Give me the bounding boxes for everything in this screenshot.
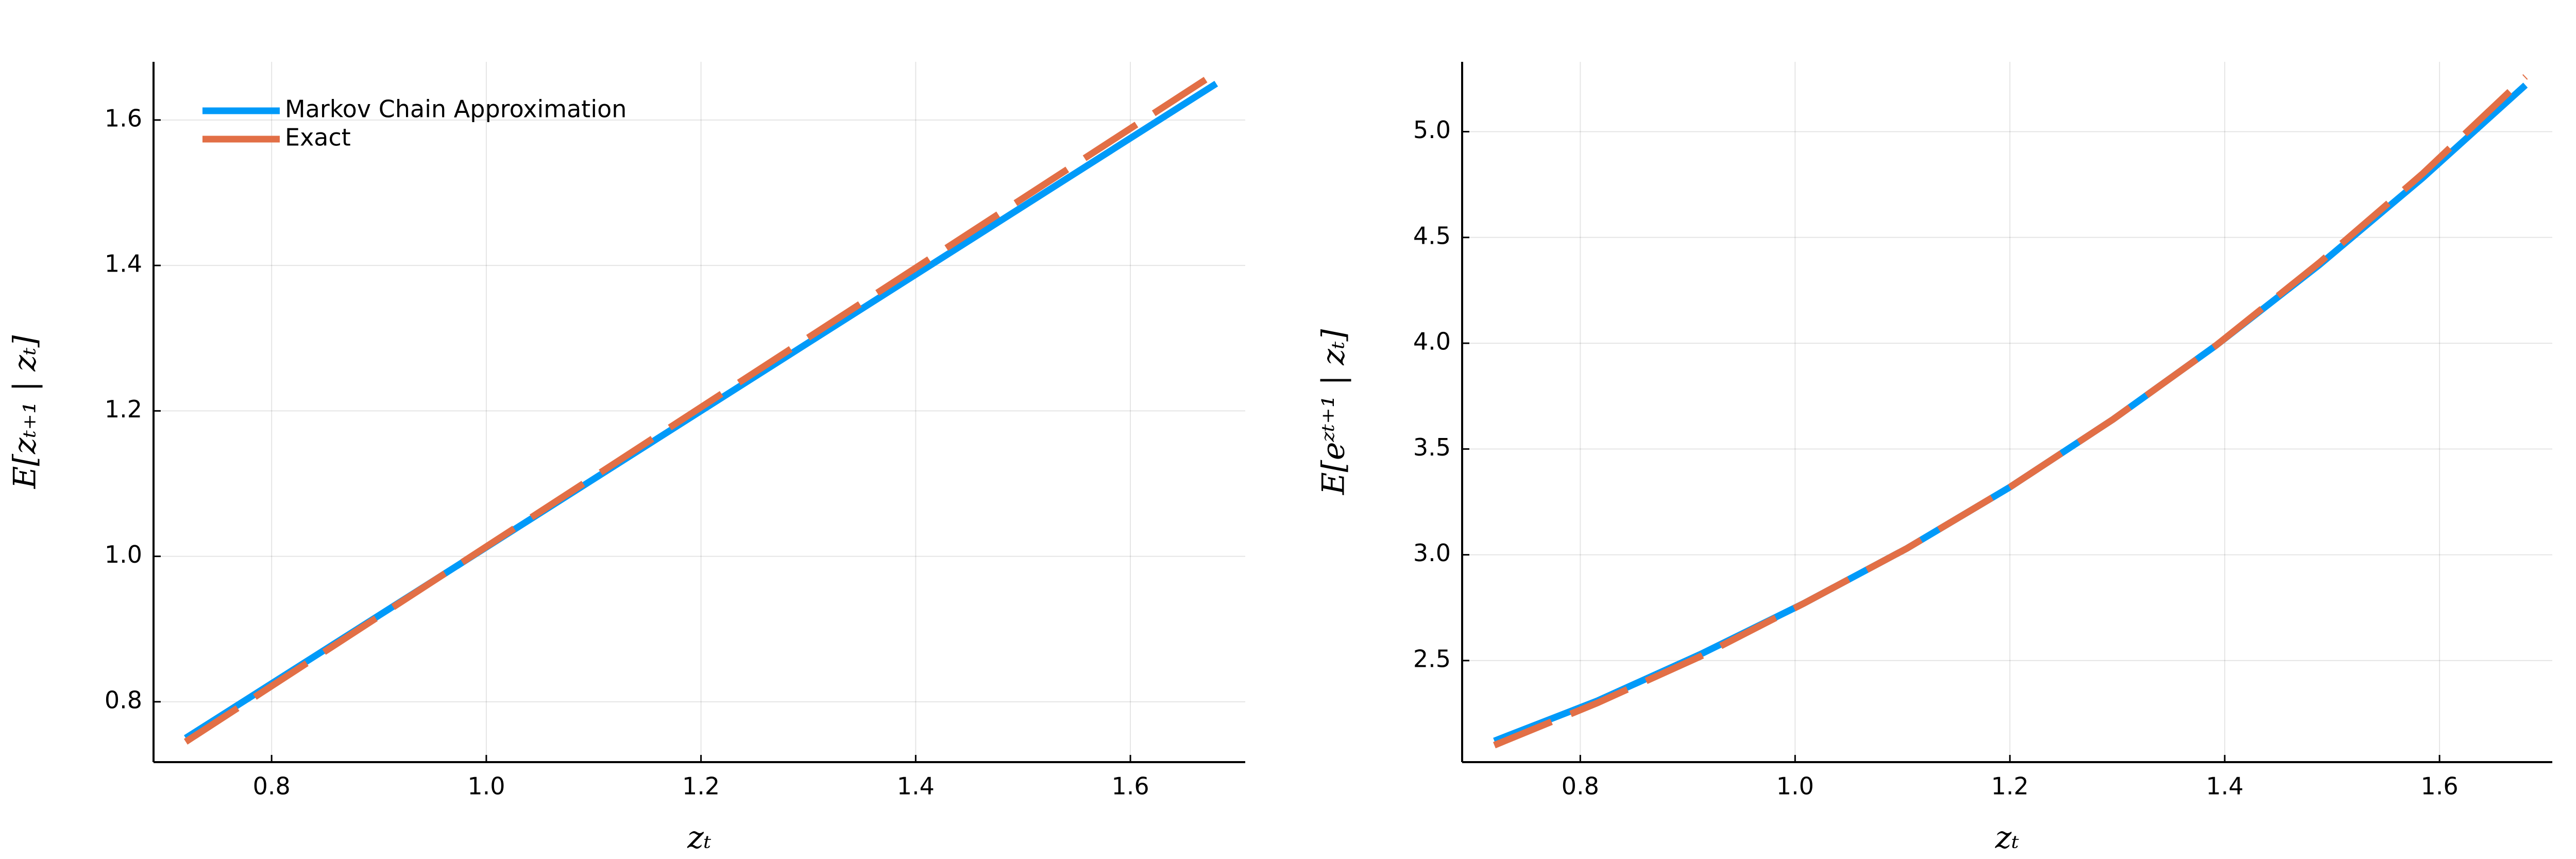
legend-label: Exact xyxy=(285,124,351,151)
x-tick-label: 1.2 xyxy=(1991,772,2029,800)
data-line xyxy=(1493,74,2528,749)
y-axis-label: E[zₜ₊₁ | zₜ] xyxy=(7,335,43,489)
x-tick-label: 0.8 xyxy=(1562,772,1599,800)
y-axis-label: E[eᶻᵗ⁺¹ | zₜ] xyxy=(1316,329,1352,495)
y-tick-label: 2.5 xyxy=(1413,645,1451,672)
x-tick-label: 1.4 xyxy=(897,772,935,800)
y-tick-label: 1.2 xyxy=(105,395,142,423)
x-tick-label: 1.2 xyxy=(682,772,720,800)
y-tick-label: 4.5 xyxy=(1413,222,1451,249)
y-tick-label: 5.0 xyxy=(1413,116,1451,144)
x-tick-label: 0.8 xyxy=(253,772,291,800)
y-tick-label: 1.0 xyxy=(105,541,142,568)
x-tick-label: 1.0 xyxy=(467,772,505,800)
x-tick-label: 1.6 xyxy=(1111,772,1149,800)
y-tick-label: 1.6 xyxy=(105,104,142,132)
data-line xyxy=(183,70,1218,745)
panel: 0.8 1.0 1.2 1.4 1.6 0.8 1.0 1.2 1.4 1.6 zₜ E[zₜ₊₁ |… xyxy=(7,62,1245,856)
y-tick-label: 4.0 xyxy=(1413,328,1451,356)
x-axis-label: zₜ xyxy=(1995,820,2020,856)
y-tick-label: 0.8 xyxy=(105,686,142,714)
legend-label: Markov Chain Approximation xyxy=(285,95,626,123)
x-axis-label: zₜ xyxy=(687,820,711,856)
x-tick-label: 1.4 xyxy=(2206,772,2244,800)
panel: 0.8 1.0 1.2 1.4 1.6 2.5 3.0 3.5 4.0 4.5 5.0 zₜ E[eᶻᵗ… xyxy=(1316,62,2552,856)
y-tick-label: 3.0 xyxy=(1413,539,1451,567)
x-tick-label: 1.6 xyxy=(2421,772,2459,800)
x-tick-label: 1.0 xyxy=(1776,772,1814,800)
y-tick-label: 1.4 xyxy=(105,250,142,278)
y-tick-label: 3.5 xyxy=(1413,433,1451,461)
